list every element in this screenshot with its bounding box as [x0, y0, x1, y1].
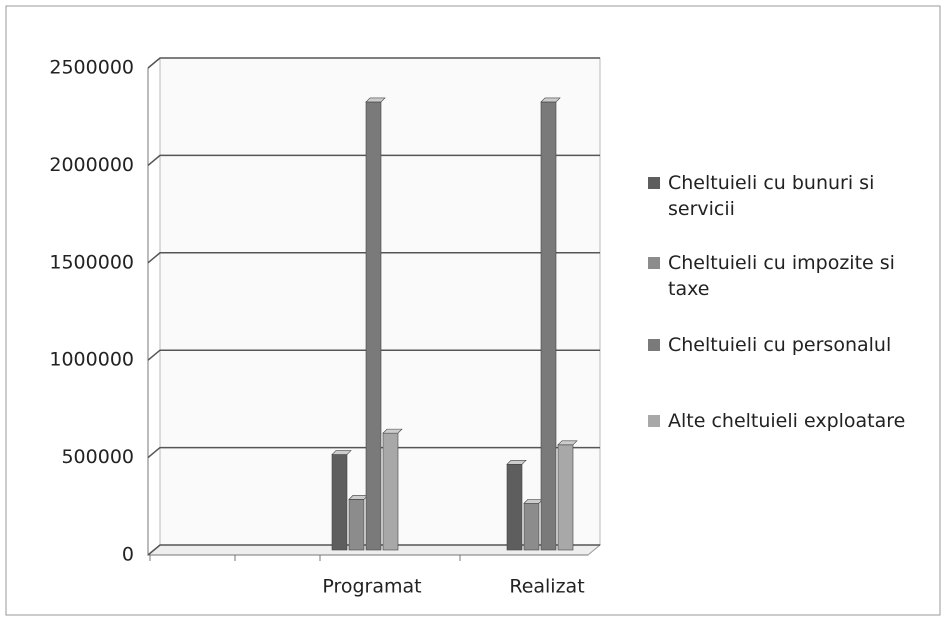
bar: [540, 101, 557, 551]
x-tick-label: Programat: [322, 576, 421, 598]
legend-item: Cheltuieli cu personalul: [648, 332, 938, 358]
bar: [365, 101, 382, 551]
y-tick-label: 1500000: [49, 251, 134, 273]
y-tick-label: 1000000: [49, 349, 134, 371]
legend-swatch: [648, 177, 660, 189]
legend-item: Cheltuieli cu impozite si taxe: [648, 250, 938, 302]
frame: [5, 5, 941, 616]
y-tick-label: 2000000: [49, 154, 134, 176]
grid-line: [147, 154, 600, 166]
legend-item: Cheltuieli cu bunuri si servicii: [648, 170, 938, 222]
y-tick-label: 500000: [61, 446, 134, 468]
legend-swatch: [648, 257, 660, 269]
legend-label: Cheltuieli cu bunuri si servicii: [668, 172, 875, 220]
bar: [382, 432, 399, 551]
bar-top: [540, 97, 561, 103]
bar: [506, 463, 523, 551]
grid-line: [147, 57, 600, 69]
bar: [557, 444, 574, 551]
grid-line: [147, 544, 600, 556]
grid-line: [147, 349, 600, 361]
grid-line: [147, 446, 600, 459]
bar-top: [506, 459, 527, 465]
bar-top: [365, 97, 386, 103]
legend-item: Alte cheltuieli exploatare: [648, 408, 938, 434]
legend-label: Cheltuieli cu personalul: [668, 334, 892, 356]
bar-top: [557, 440, 578, 446]
bar-top: [382, 428, 403, 434]
legend-label: Alte cheltuieli exploatare: [668, 410, 906, 432]
y-tick-label: 2500000: [49, 57, 134, 79]
legend-swatch: [648, 415, 660, 427]
bar: [348, 499, 365, 551]
legend-swatch: [648, 339, 660, 351]
grid-line: [147, 252, 600, 264]
bar-top: [331, 450, 352, 455]
legend-label: Cheltuieli cu impozite si taxe: [668, 252, 895, 300]
y-tick-label: 0: [122, 544, 134, 566]
x-tick-label: Realizat: [509, 576, 584, 598]
bar: [523, 502, 540, 551]
bar: [331, 454, 348, 551]
